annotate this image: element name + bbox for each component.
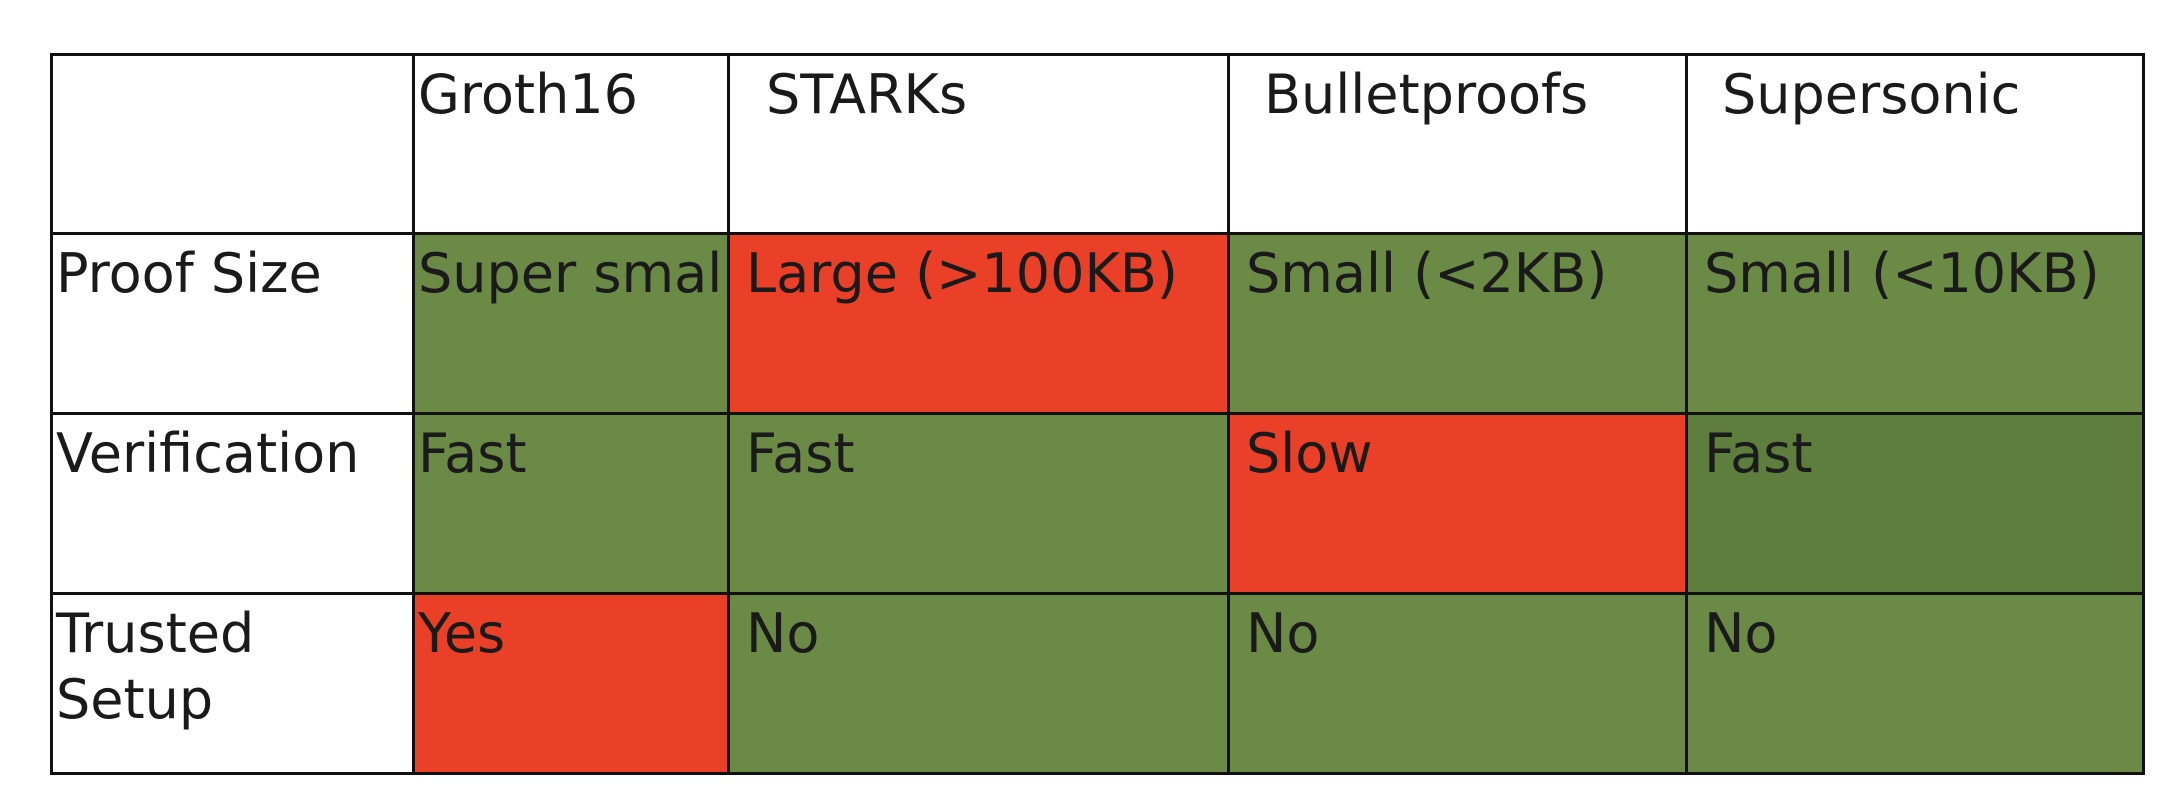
table-cell: Small (<10KB) <box>1685 232 2145 415</box>
table-cell: Fast <box>1685 412 2145 595</box>
row-label: Verification <box>50 412 415 595</box>
header-label: Supersonic <box>1722 63 2021 126</box>
header-starks: STARKs <box>727 53 1230 235</box>
row-proof-size: Proof Size Super small Large (>100KB) Sm… <box>50 232 2145 415</box>
corner-cell <box>50 53 415 235</box>
header-groth16: Groth16 <box>412 53 730 235</box>
row-label: Proof Size <box>50 232 415 415</box>
row-trusted-setup: Trusted Setup Yes No No No <box>50 592 2145 775</box>
header-label: Groth16 <box>418 63 639 126</box>
row-label: Trusted Setup <box>50 592 415 775</box>
table-cell: Fast <box>412 412 730 595</box>
table-cell: Large (>100KB) <box>727 232 1230 415</box>
header-bulletproofs: Bulletproofs <box>1227 53 1688 235</box>
row-verification: Verification Fast Fast Slow Fast <box>50 412 2145 595</box>
header-label: STARKs <box>766 63 968 126</box>
header-label: Bulletproofs <box>1264 63 1589 126</box>
table-cell: No <box>1685 592 2145 775</box>
table-cell: Fast <box>727 412 1230 595</box>
table-cell: Small (<2KB) <box>1227 232 1688 415</box>
table-cell: Yes <box>412 592 730 775</box>
table-cell: No <box>727 592 1230 775</box>
table-cell: No <box>1227 592 1688 775</box>
header-row: Groth16 STARKs Bulletproofs Supersonic <box>50 53 2145 235</box>
table-cell: Slow <box>1227 412 1688 595</box>
comparison-table: Groth16 STARKs Bulletproofs Supersonic P… <box>50 53 2145 775</box>
header-supersonic: Supersonic <box>1685 53 2145 235</box>
table-cell: Super small <box>412 232 730 415</box>
